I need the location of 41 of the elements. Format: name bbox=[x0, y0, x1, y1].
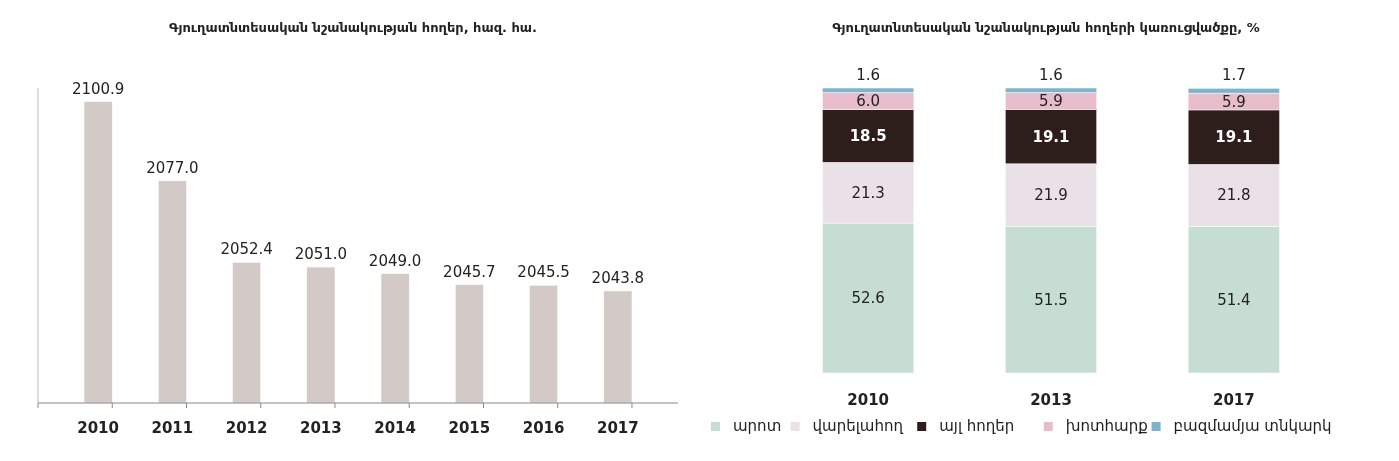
data-label: 19.1 bbox=[1215, 128, 1253, 147]
chart-title: Գյուղատնտեսական նշանակության հողեր, հազ. հա. bbox=[169, 20, 537, 35]
data-label: 2052.4 bbox=[220, 240, 273, 259]
x-tick-label: 2015 bbox=[448, 419, 491, 437]
x-tick-label: 2010 bbox=[77, 419, 120, 437]
legend-label: բազմամյա տնկարկ bbox=[1173, 417, 1332, 435]
x-tick-label: 2011 bbox=[151, 419, 194, 437]
data-label: 1.6 bbox=[1039, 66, 1063, 84]
data-label: 2100.9 bbox=[71, 79, 125, 98]
data-label: 21.3 bbox=[851, 183, 885, 202]
data-label: 6.0 bbox=[856, 92, 881, 111]
x-tick-label: 2013 bbox=[300, 419, 342, 437]
x-tick-label: 2013 bbox=[1030, 391, 1072, 409]
data-label: 51.5 bbox=[1034, 290, 1068, 309]
data-label: 2049.0 bbox=[368, 251, 422, 270]
x-tick-label: 2014 bbox=[374, 419, 416, 437]
chart-title: Գյուղատնտեսական նշանակության հողերի կառուցվածքը, % bbox=[832, 20, 1260, 35]
x-tick-label: 2017 bbox=[596, 419, 639, 437]
data-label: 52.6 bbox=[851, 289, 885, 308]
x-tick-label: 2012 bbox=[225, 419, 268, 437]
legend-label: վարելահող bbox=[812, 417, 904, 435]
x-tick-label: 2016 bbox=[522, 419, 565, 437]
data-label: 1.6 bbox=[856, 66, 881, 84]
x-tick-label: 2017 bbox=[1212, 391, 1255, 409]
data-label: 1.7 bbox=[1221, 66, 1246, 85]
data-label: 5.9 bbox=[1039, 91, 1063, 110]
legend-label: այլ հողեր bbox=[939, 417, 1015, 435]
data-label: 5.9 bbox=[1221, 92, 1246, 111]
legend-label: խոտհարք bbox=[1065, 417, 1148, 435]
data-label: 2051.0 bbox=[294, 245, 348, 264]
data-label: 2045.7 bbox=[443, 262, 496, 281]
x-tick-label: 2010 bbox=[847, 391, 890, 409]
data-label: 2043.8 bbox=[591, 268, 645, 287]
data-label: 18.5 bbox=[849, 127, 887, 146]
legend-label: արոտ bbox=[733, 417, 782, 435]
data-label: 2077.0 bbox=[146, 158, 199, 177]
data-label: 2045.5 bbox=[517, 263, 570, 282]
data-label: 21.8 bbox=[1217, 186, 1251, 205]
data-label: 21.9 bbox=[1034, 186, 1068, 205]
data-label: 51.4 bbox=[1217, 290, 1251, 309]
data-label: 19.1 bbox=[1032, 127, 1070, 146]
